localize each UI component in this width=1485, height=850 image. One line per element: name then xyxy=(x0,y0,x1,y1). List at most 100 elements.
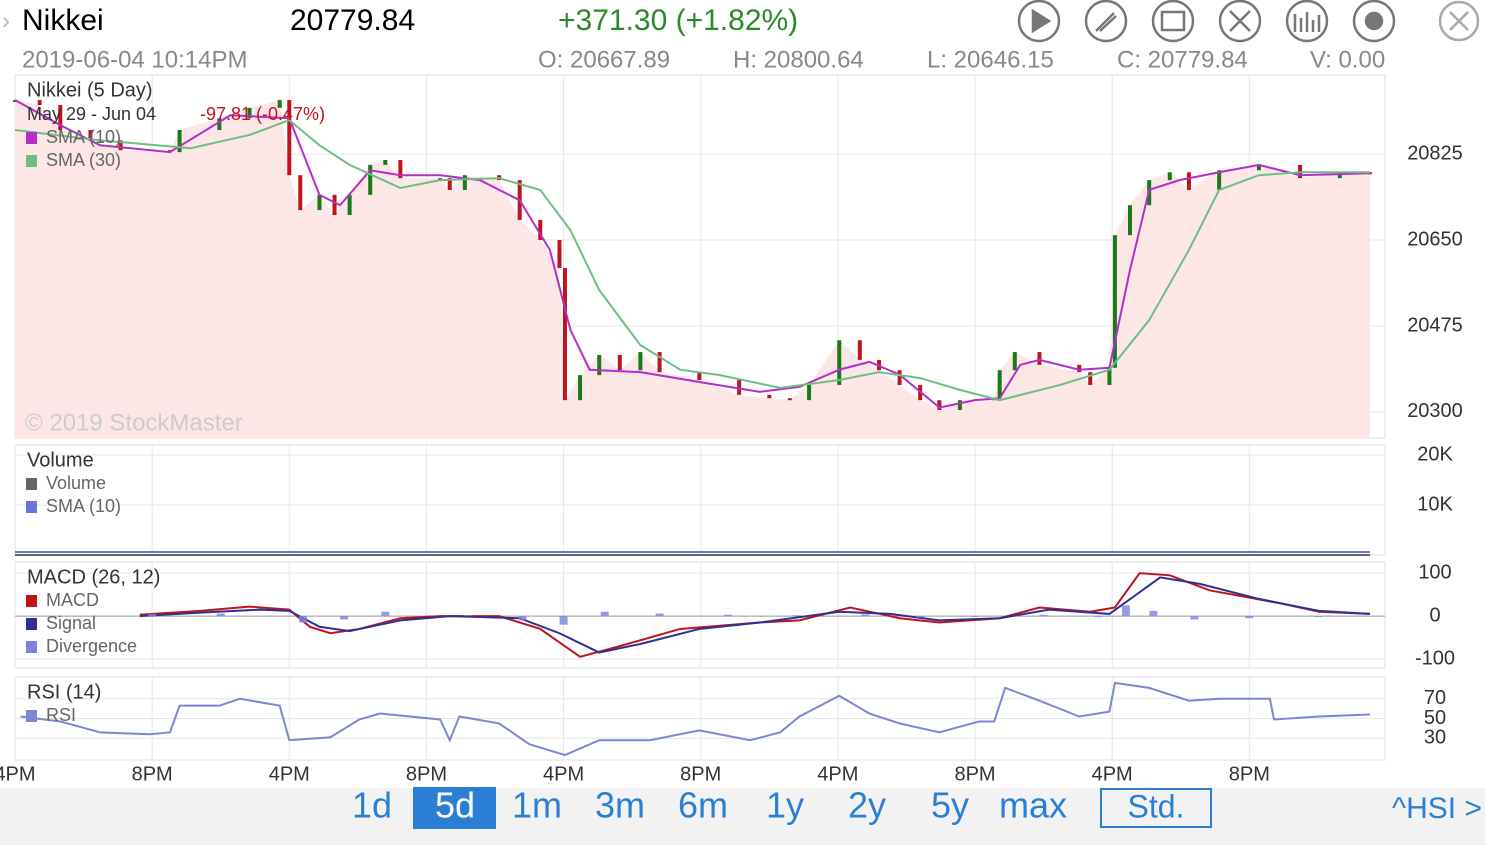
panel-title: MACD (26, 12) xyxy=(27,566,160,588)
candle xyxy=(617,354,622,371)
range-tab[interactable]: 2y xyxy=(848,785,886,826)
y-tick-label: 20475 xyxy=(1407,314,1463,336)
chart-type-button[interactable] xyxy=(1285,0,1329,43)
divergence-bar xyxy=(1094,616,1103,617)
legend-label: SMA (30) xyxy=(46,150,121,170)
candle xyxy=(347,194,352,215)
divergence-bar xyxy=(724,614,733,617)
legend-label: MACD xyxy=(46,590,99,610)
candle xyxy=(807,384,812,401)
x-tick-label: 4PM xyxy=(1092,763,1133,785)
y-tick-label: 10K xyxy=(1417,493,1453,515)
candle xyxy=(247,107,252,119)
candle xyxy=(937,400,942,411)
divergence-bar xyxy=(655,613,664,617)
range-tab[interactable]: 3m xyxy=(595,785,645,826)
candle xyxy=(217,118,222,131)
draw-button[interactable] xyxy=(1084,0,1128,43)
x-tick-label: 8PM xyxy=(132,763,173,785)
candle xyxy=(557,240,562,269)
selected-tab-bg xyxy=(413,787,496,829)
candle xyxy=(597,354,602,376)
close-button[interactable] xyxy=(1438,0,1480,42)
settings-button[interactable] xyxy=(1352,0,1396,43)
candle xyxy=(1077,364,1082,373)
range-tab[interactable]: 1m xyxy=(512,785,562,826)
legend-swatch xyxy=(26,132,37,144)
fullscreen-button[interactable] xyxy=(1218,0,1262,43)
candle xyxy=(737,380,742,395)
range-tab[interactable]: 5d xyxy=(435,785,475,826)
candle xyxy=(1167,172,1172,181)
series-line xyxy=(20,681,1371,757)
candle xyxy=(462,175,467,190)
y-tick-label: 20K xyxy=(1417,443,1453,465)
series-line xyxy=(139,576,1371,654)
divergence-bar xyxy=(600,611,609,617)
watermark: © 2019 StockMaster xyxy=(25,409,243,436)
candle xyxy=(538,219,543,241)
y-tick-label: 20825 xyxy=(1407,142,1463,164)
candle xyxy=(897,370,902,385)
range-tab[interactable]: 1y xyxy=(766,785,804,826)
legend-label: Volume xyxy=(46,473,106,493)
close: C: 20779.84 xyxy=(1117,46,1248,73)
image-button[interactable] xyxy=(1151,0,1195,43)
divergence-bar xyxy=(861,614,870,617)
x-tick-label: 4PM xyxy=(817,763,858,785)
x-tick-label: 4PM xyxy=(269,763,310,785)
candle xyxy=(697,372,702,381)
back-arrow[interactable]: › xyxy=(2,7,10,34)
y-tick-label: 100 xyxy=(1418,561,1451,583)
divergence-bar xyxy=(216,613,225,617)
candle xyxy=(1186,172,1191,190)
series-line xyxy=(14,99,1371,409)
candle xyxy=(767,394,772,399)
panel xyxy=(14,444,1386,556)
low: L: 20646.15 xyxy=(927,46,1054,73)
y-tick-label: -100 xyxy=(1415,647,1455,669)
legend-label: Divergence xyxy=(46,636,137,656)
series-line xyxy=(14,119,1370,402)
y-tick-label: 20650 xyxy=(1407,228,1463,250)
next-symbol[interactable]: ^HSI > xyxy=(1392,792,1482,825)
candle xyxy=(118,140,123,151)
style-button[interactable] xyxy=(1100,788,1212,828)
candle xyxy=(1256,164,1261,171)
style-button-label[interactable]: Std. xyxy=(1128,788,1185,824)
divergence-bar xyxy=(1245,616,1254,619)
series-line xyxy=(139,572,1371,658)
divergence-bar xyxy=(1190,616,1199,620)
legend-swatch xyxy=(26,501,37,513)
panel-title: Nikkei (5 Day) xyxy=(27,79,153,101)
divergence-bar xyxy=(340,616,349,620)
candle xyxy=(447,178,452,190)
symbol: Nikkei xyxy=(22,4,104,37)
legend-swatch xyxy=(26,618,37,630)
range-tab[interactable]: 5y xyxy=(931,785,969,826)
x-tick-label: 8PM xyxy=(1229,763,1270,785)
range-tab[interactable]: max xyxy=(999,785,1067,826)
legend-label: SMA (10) xyxy=(46,496,121,516)
legend-swatch xyxy=(26,710,37,722)
divergence-bar xyxy=(148,613,157,617)
candle xyxy=(578,375,583,401)
panel-title: RSI (14) xyxy=(27,681,101,703)
candle xyxy=(1088,372,1093,385)
range-tab[interactable]: 6m xyxy=(678,785,728,826)
divergence-bar xyxy=(1313,616,1322,617)
candle xyxy=(398,159,403,179)
range-tab[interactable]: 1d xyxy=(352,785,392,826)
datetime: 2019-06-04 10:14PM xyxy=(22,46,248,73)
candle xyxy=(1127,205,1132,236)
divergence-bar xyxy=(299,616,308,623)
legend-swatch xyxy=(26,641,37,653)
y-tick-label: 20300 xyxy=(1407,400,1463,422)
play-button[interactable] xyxy=(1017,0,1061,43)
candle xyxy=(638,352,643,371)
x-tick-label: 4PM xyxy=(0,763,36,785)
candle xyxy=(1337,172,1342,179)
x-tick-label: 4PM xyxy=(543,763,584,785)
